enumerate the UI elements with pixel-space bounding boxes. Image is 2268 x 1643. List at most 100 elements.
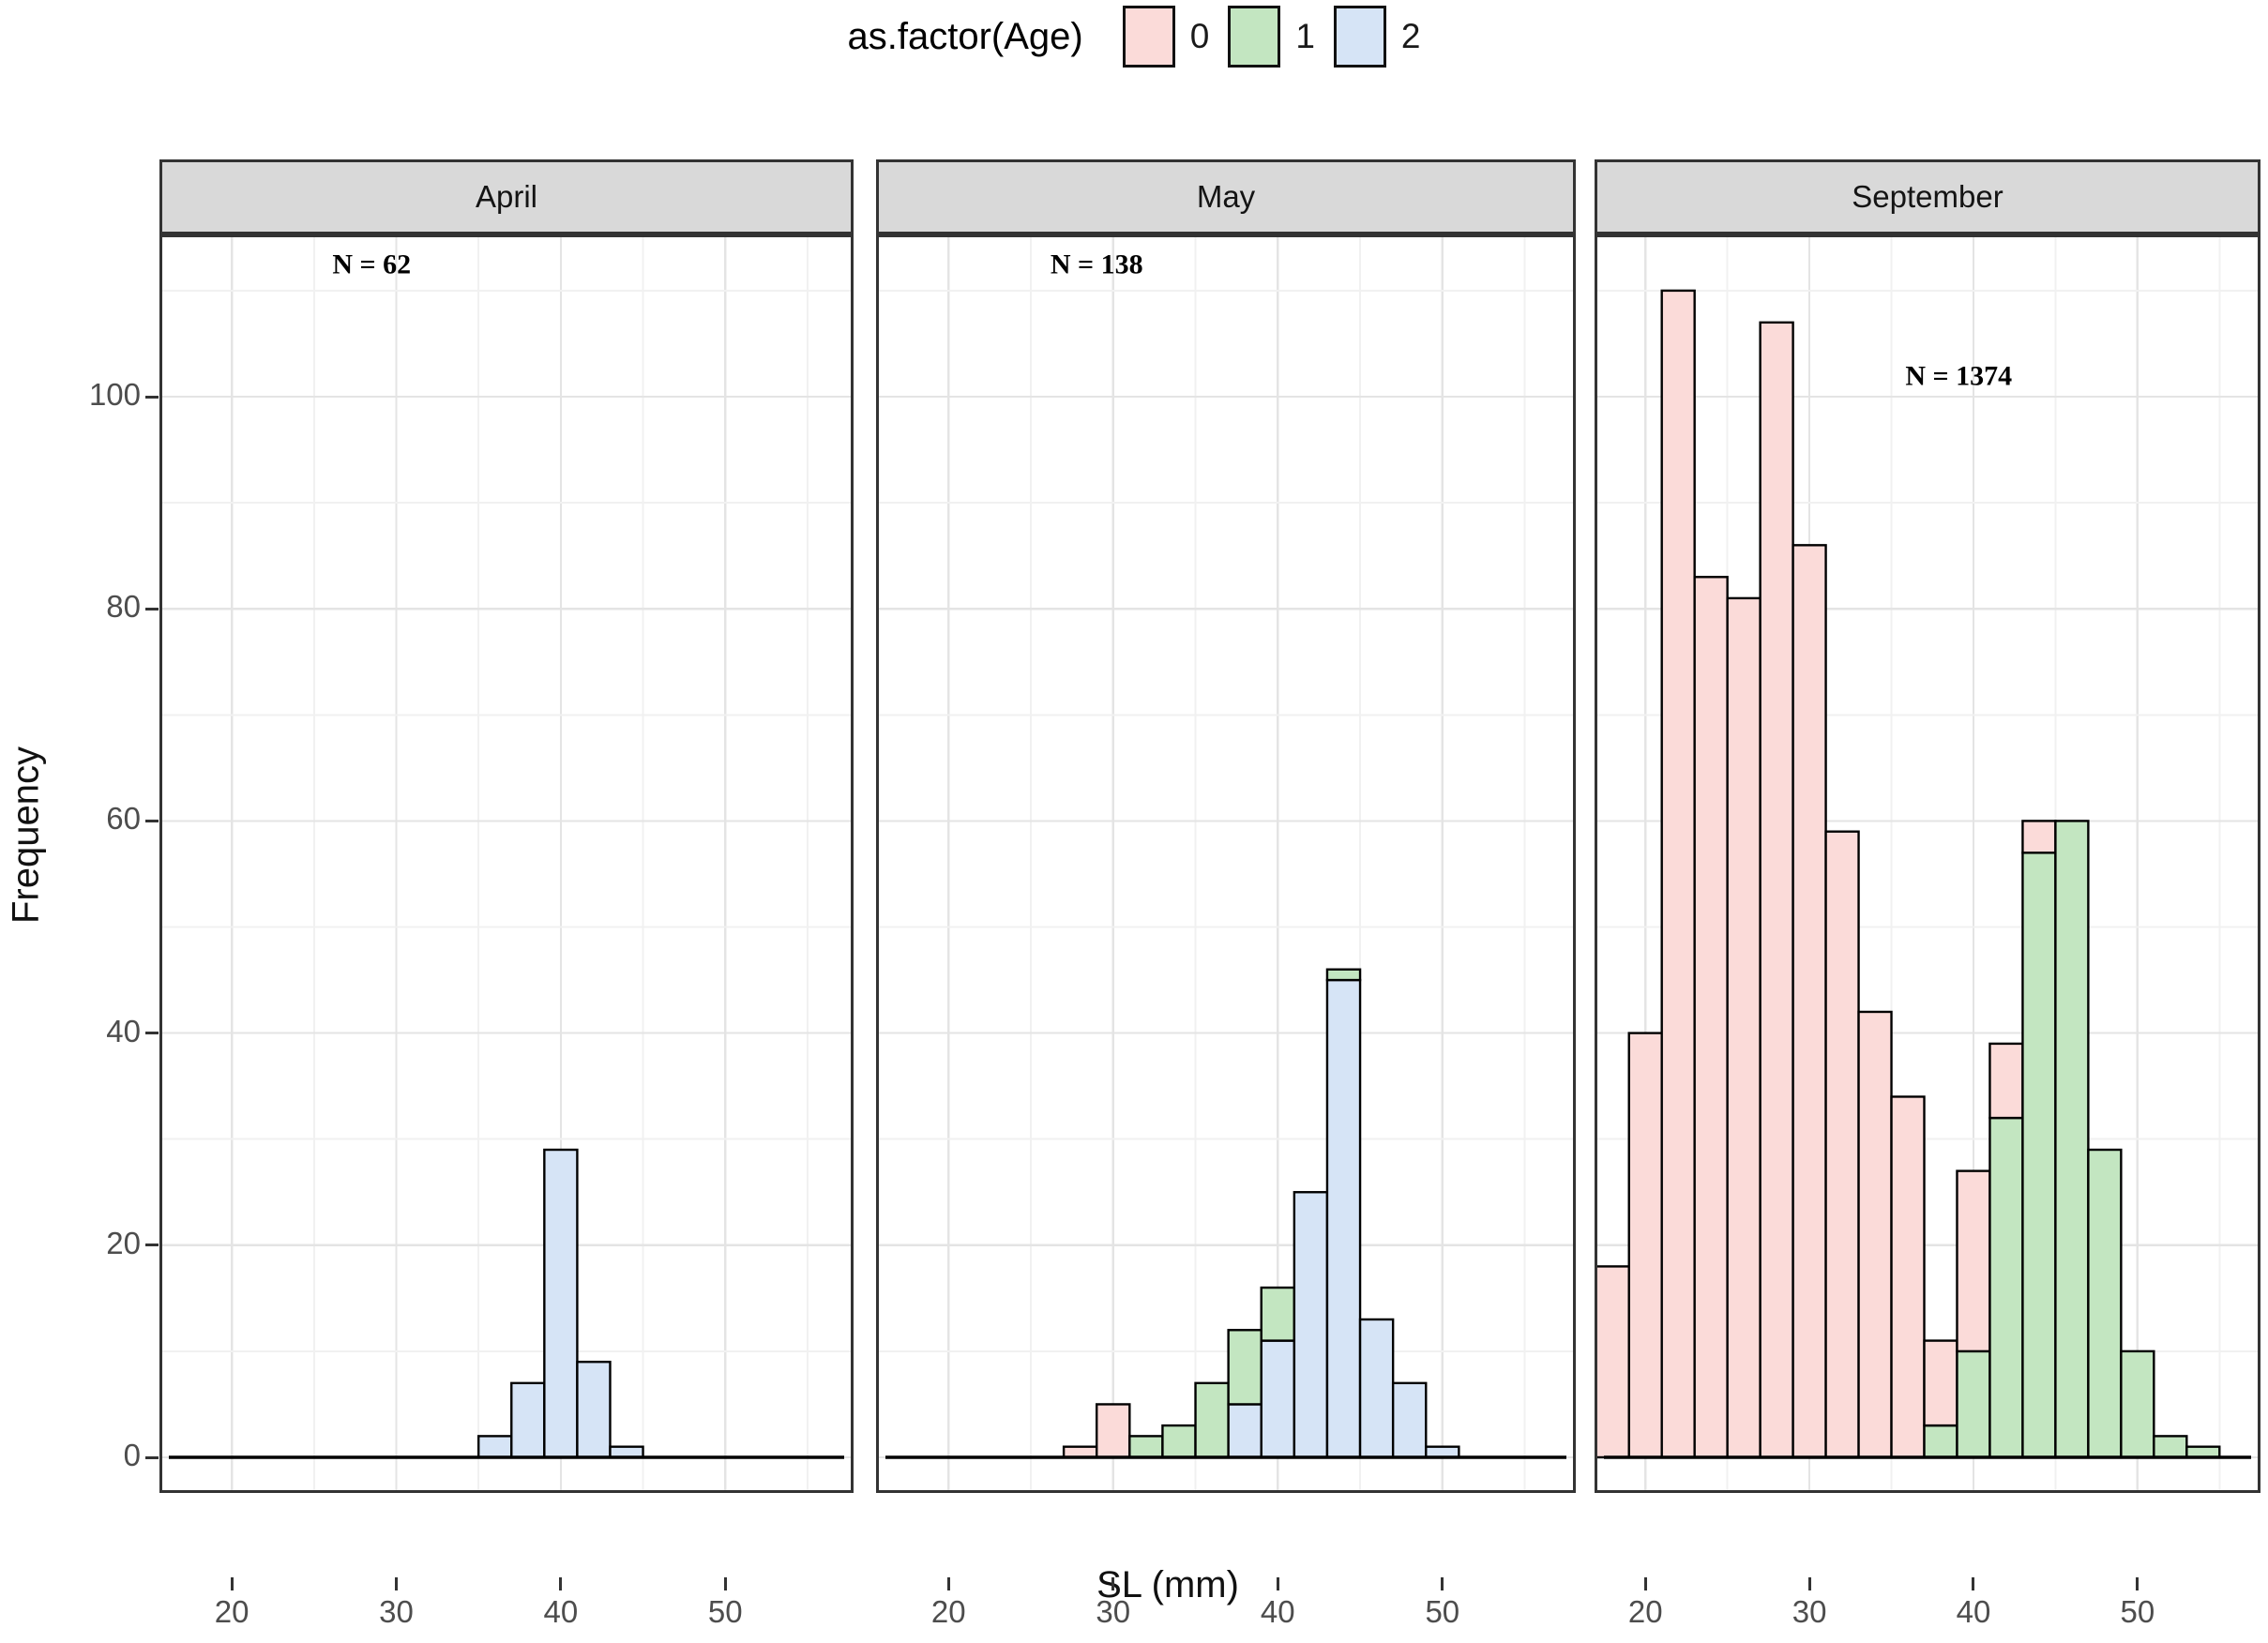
bar-segment-age-1	[1956, 1349, 1991, 1459]
legend: as.factor(Age) 0 1 2	[0, 0, 2268, 73]
legend-label-age-1: 1	[1295, 17, 1315, 55]
y-axis-title: Frequency	[5, 746, 47, 924]
bar-segment-age-1	[2153, 1435, 2188, 1459]
y-tick-label: 40	[106, 1013, 141, 1048]
x-tick-mark	[723, 1577, 727, 1590]
bar-segment-age-1	[1194, 1381, 1230, 1459]
bar-segment-age-1	[1260, 1286, 1296, 1342]
x-tick-label: 20	[214, 1594, 249, 1629]
bar-segment-age-2	[576, 1361, 612, 1459]
bar-segment-age-2	[476, 1435, 513, 1459]
y-tick-mark	[145, 607, 159, 610]
legend-item-age-0: 0	[1122, 6, 1210, 68]
panel-plot-svg: N = 62	[159, 234, 854, 1493]
bar-segment-age-1	[1128, 1435, 1164, 1459]
y-tick-mark	[145, 1455, 159, 1459]
bar-segment-age-1	[1325, 968, 1362, 982]
bar-segment-age-0	[1824, 830, 1860, 1459]
x-tick-label: 50	[707, 1594, 743, 1629]
x-tick-label: 50	[2120, 1594, 2155, 1629]
legend-item-age-1: 1	[1228, 6, 1315, 68]
x-tick-mark	[1276, 1577, 1279, 1590]
bar-segment-age-0	[1627, 1032, 1663, 1459]
legend-swatch-age-2	[1333, 6, 1386, 68]
x-axis-title: SL (mm)	[1096, 1564, 1239, 1605]
bar-segment-age-2	[1293, 1191, 1329, 1459]
y-tick-label: 60	[106, 801, 141, 837]
x-tick-mark	[2136, 1577, 2139, 1590]
bar-segment-age-2	[1358, 1318, 1395, 1459]
panel-background	[876, 234, 1576, 1493]
x-tick-mark	[395, 1577, 398, 1590]
x-tick-mark	[1643, 1577, 1647, 1590]
y-tick-label: 80	[106, 589, 141, 625]
bar-segment-age-0	[1726, 596, 1761, 1459]
x-tick-mark	[946, 1577, 950, 1590]
y-tick-label: 100	[88, 377, 141, 412]
x-tick-label: 30	[1096, 1594, 1131, 1629]
panel-plot-svg: N = 138	[876, 234, 1576, 1493]
bar-segment-age-0	[2021, 820, 2057, 854]
legend-label-age-2: 2	[1400, 17, 1421, 55]
facet-strip-april: April	[159, 159, 854, 234]
bar-segment-age-0	[1890, 1095, 1926, 1459]
x-tick-mark	[1972, 1577, 1975, 1590]
panel-border	[159, 234, 854, 1493]
panel-plot-svg: N = 1374	[1595, 234, 2260, 1493]
x-tick-label: 40	[543, 1594, 579, 1629]
bar-segment-age-0	[1792, 544, 1827, 1459]
bar-segment-age-0	[1595, 1265, 1630, 1459]
bar-segment-age-2	[1391, 1381, 1428, 1459]
facet-strip-september: September	[1595, 159, 2260, 234]
plot-area-september: N = 1374	[1595, 234, 2260, 1493]
bar-segment-age-1	[1923, 1424, 1958, 1459]
legend-swatch-age-1	[1228, 6, 1281, 68]
facet-strip-may: May	[876, 159, 1576, 234]
x-tick-label: 20	[930, 1594, 966, 1629]
panel-background	[159, 234, 854, 1493]
n-annotation: N = 1374	[1905, 360, 2012, 391]
bar-segment-age-0	[1988, 1042, 2024, 1120]
panel-border	[1595, 234, 2260, 1493]
bar-segment-age-1	[2054, 820, 2090, 1459]
legend-label-age-0: 0	[1189, 17, 1210, 55]
legend-swatch-age-0	[1122, 6, 1175, 68]
bar-segment-age-0	[1693, 576, 1729, 1459]
bar-segment-age-1	[2021, 852, 2057, 1459]
y-tick-mark	[145, 395, 159, 399]
bar-segment-age-2	[1260, 1339, 1296, 1459]
x-tick-mark	[1807, 1577, 1811, 1590]
y-tick-mark	[145, 1244, 159, 1247]
panel-border	[876, 234, 1576, 1493]
bar-segment-age-0	[1096, 1403, 1131, 1459]
bar-segment-age-2	[543, 1148, 579, 1459]
legend-item-age-2: 2	[1333, 6, 1421, 68]
x-tick-mark	[230, 1577, 234, 1590]
x-tick-label: 30	[1792, 1594, 1827, 1629]
bar-segment-age-0	[1956, 1169, 1991, 1353]
y-tick-label: 0	[123, 1438, 141, 1472]
n-annotation: N = 62	[332, 249, 411, 280]
bar-segment-age-1	[1988, 1116, 2024, 1459]
bar-segment-age-2	[510, 1381, 546, 1459]
x-tick-mark	[1441, 1577, 1444, 1590]
bar-segment-age-1	[1161, 1424, 1197, 1459]
y-tick-mark	[145, 819, 159, 822]
bar-segment-age-0	[1857, 1010, 1893, 1459]
x-tick-label: 30	[379, 1594, 414, 1629]
y-tick-label: 20	[106, 1225, 141, 1260]
y-tick-mark	[145, 1032, 159, 1035]
plot-area-may: N = 138	[876, 234, 1576, 1493]
bar-segment-age-0	[1923, 1339, 1958, 1427]
bar-segment-age-1	[1227, 1329, 1263, 1406]
x-tick-mark	[1111, 1577, 1115, 1590]
bar-segment-age-2	[1325, 978, 1362, 1459]
bar-segment-age-1	[2120, 1349, 2155, 1459]
legend-title: as.factor(Age)	[847, 15, 1083, 57]
bar-segment-age-1	[2087, 1148, 2123, 1459]
bar-segment-age-2	[1227, 1403, 1263, 1459]
plot-area-april: N = 62	[159, 234, 854, 1493]
x-tick-label: 40	[1956, 1594, 1991, 1629]
bar-segment-age-0	[1660, 289, 1696, 1459]
bar-segment-age-0	[1759, 321, 1794, 1459]
